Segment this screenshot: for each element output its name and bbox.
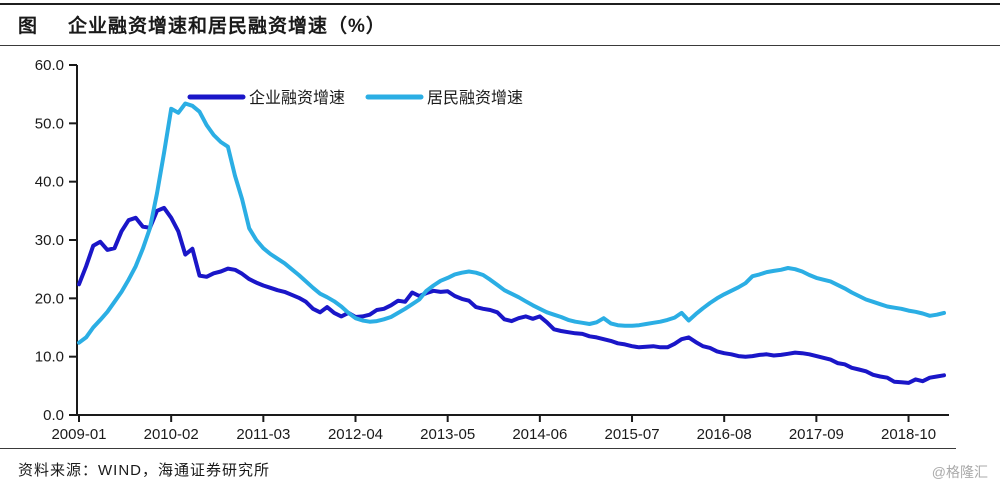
series-line xyxy=(77,101,946,345)
y-axis-tick-label: 0.0 xyxy=(43,407,64,424)
top-border-rule xyxy=(0,3,1000,5)
x-axis-tick-label: 2018-10 xyxy=(881,426,936,443)
chart-svg: 0.0 10.0 20.0 30.0 40.0 50.0 60.0 2009-01 2010-0… xyxy=(35,57,949,443)
line-chart: 0.0 10.0 20.0 30.0 40.0 50.0 60.0 2009-01 2010-0… xyxy=(0,50,1000,448)
footer-divider xyxy=(0,448,956,449)
x-axis-tick-label: 2014-06 xyxy=(512,426,567,443)
y-axis-tick-label: 30.0 xyxy=(35,232,64,249)
x-axis-tick-label: 2016-08 xyxy=(697,426,752,443)
series-line xyxy=(77,205,946,385)
title-divider xyxy=(0,45,1000,46)
source-note: 资料来源：WIND，海通证券研究所 xyxy=(18,462,270,479)
watermark: @格隆汇 xyxy=(931,464,988,480)
x-axis-tick-label: 2010-02 xyxy=(144,426,199,443)
legend-label: 企业融资增速 xyxy=(249,89,345,107)
y-axis-tick-label: 40.0 xyxy=(35,174,64,191)
page-title: 图 企业融资增速和居民融资增速（%） xyxy=(18,11,386,38)
y-axis-tick-label: 10.0 xyxy=(35,349,64,366)
figure-title-text: 企业融资增速和居民融资增速（%） xyxy=(68,16,386,37)
x-axis-tick-label: 2011-03 xyxy=(236,426,290,443)
y-axis-tick-label: 20.0 xyxy=(35,290,64,307)
x-axis-tick-label: 2017-09 xyxy=(789,426,844,443)
footer: 资料来源：WIND，海通证券研究所 @格隆汇 xyxy=(0,459,1000,483)
y-axis-tick-label: 60.0 xyxy=(35,57,64,74)
x-axis-tick-label: 2012-04 xyxy=(328,426,383,443)
legend-label: 居民融资增速 xyxy=(427,89,523,107)
x-axis-tick-label: 2015-07 xyxy=(604,426,659,443)
figure-label: 图 xyxy=(18,16,39,37)
x-axis-tick-label: 2009-01 xyxy=(51,426,106,443)
x-axis-tick-label: 2013-05 xyxy=(420,426,475,443)
y-axis-tick-label: 50.0 xyxy=(35,115,64,132)
